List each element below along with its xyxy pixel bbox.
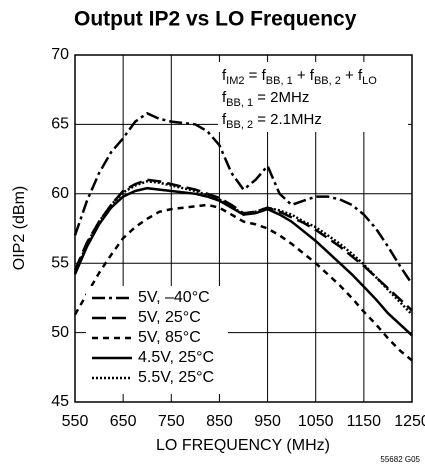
y-tick-label: 45 [51,393,69,410]
legend-label: 4.5V, 25°C [138,349,214,366]
x-tick-label: 650 [110,413,137,430]
annotation-text: = 2MHz [253,89,309,106]
annotation-background [218,62,408,132]
series-line [73,180,413,316]
annotation-subscript: BB, 2 [226,119,253,131]
x-tick-label: 950 [254,413,281,430]
x-axis-label: LO FREQUENCY (MHz) [156,437,330,454]
y-tick-label: 50 [51,324,69,341]
annotation-text: + f [293,67,315,84]
footnote: 55682 G05 [380,455,420,464]
x-tick-label: 750 [158,413,185,430]
annotation-subscript: IM2 [226,75,244,87]
annotation: fBB, 1 = 2MHz [222,89,309,109]
legend-background [86,286,228,394]
annotation-subscript: LO [362,75,377,87]
annotation-subscript: BB, 2 [314,75,341,87]
x-tick-label: 1050 [298,413,334,430]
annotation-text: f [222,111,227,128]
annotation-text: f [222,67,227,84]
legend-label: 5V, 85°C [138,329,201,346]
y-tick-label: 70 [51,46,69,63]
series-line [73,111,414,285]
annotation: fIM2 = fBB, 1 + fBB, 2 + fLO [222,67,377,87]
plot-frame [74,54,413,403]
annotation: fBB, 2 = 2.1MHz [222,111,322,131]
x-tick-label: 850 [206,413,233,430]
y-tick-label: 55 [51,254,69,271]
annotation-text: = f [245,67,267,84]
chart-title: Output IP2 vs LO Frequency [74,8,357,31]
legend-label: 5V, –40°C [138,289,210,306]
y-tick-label: 60 [51,185,69,202]
x-tick-label: 1150 [347,413,382,430]
annotation-text: + f [341,67,363,84]
legend-label: 5V, 25°C [138,309,201,326]
series-line [73,203,413,362]
x-tick-label: 1250 [394,413,425,430]
annotation-text: f [222,89,227,106]
legend-label: 5.5V, 25°C [138,369,214,386]
annotation-subscript: BB, 1 [266,75,293,87]
annotation-subscript: BB, 1 [226,97,253,109]
x-tick-label: 550 [62,413,89,430]
y-tick-label: 65 [51,116,69,133]
annotation-text: = 2.1MHz [253,111,322,128]
y-axis-label: OIP2 (dBm) [11,186,28,270]
